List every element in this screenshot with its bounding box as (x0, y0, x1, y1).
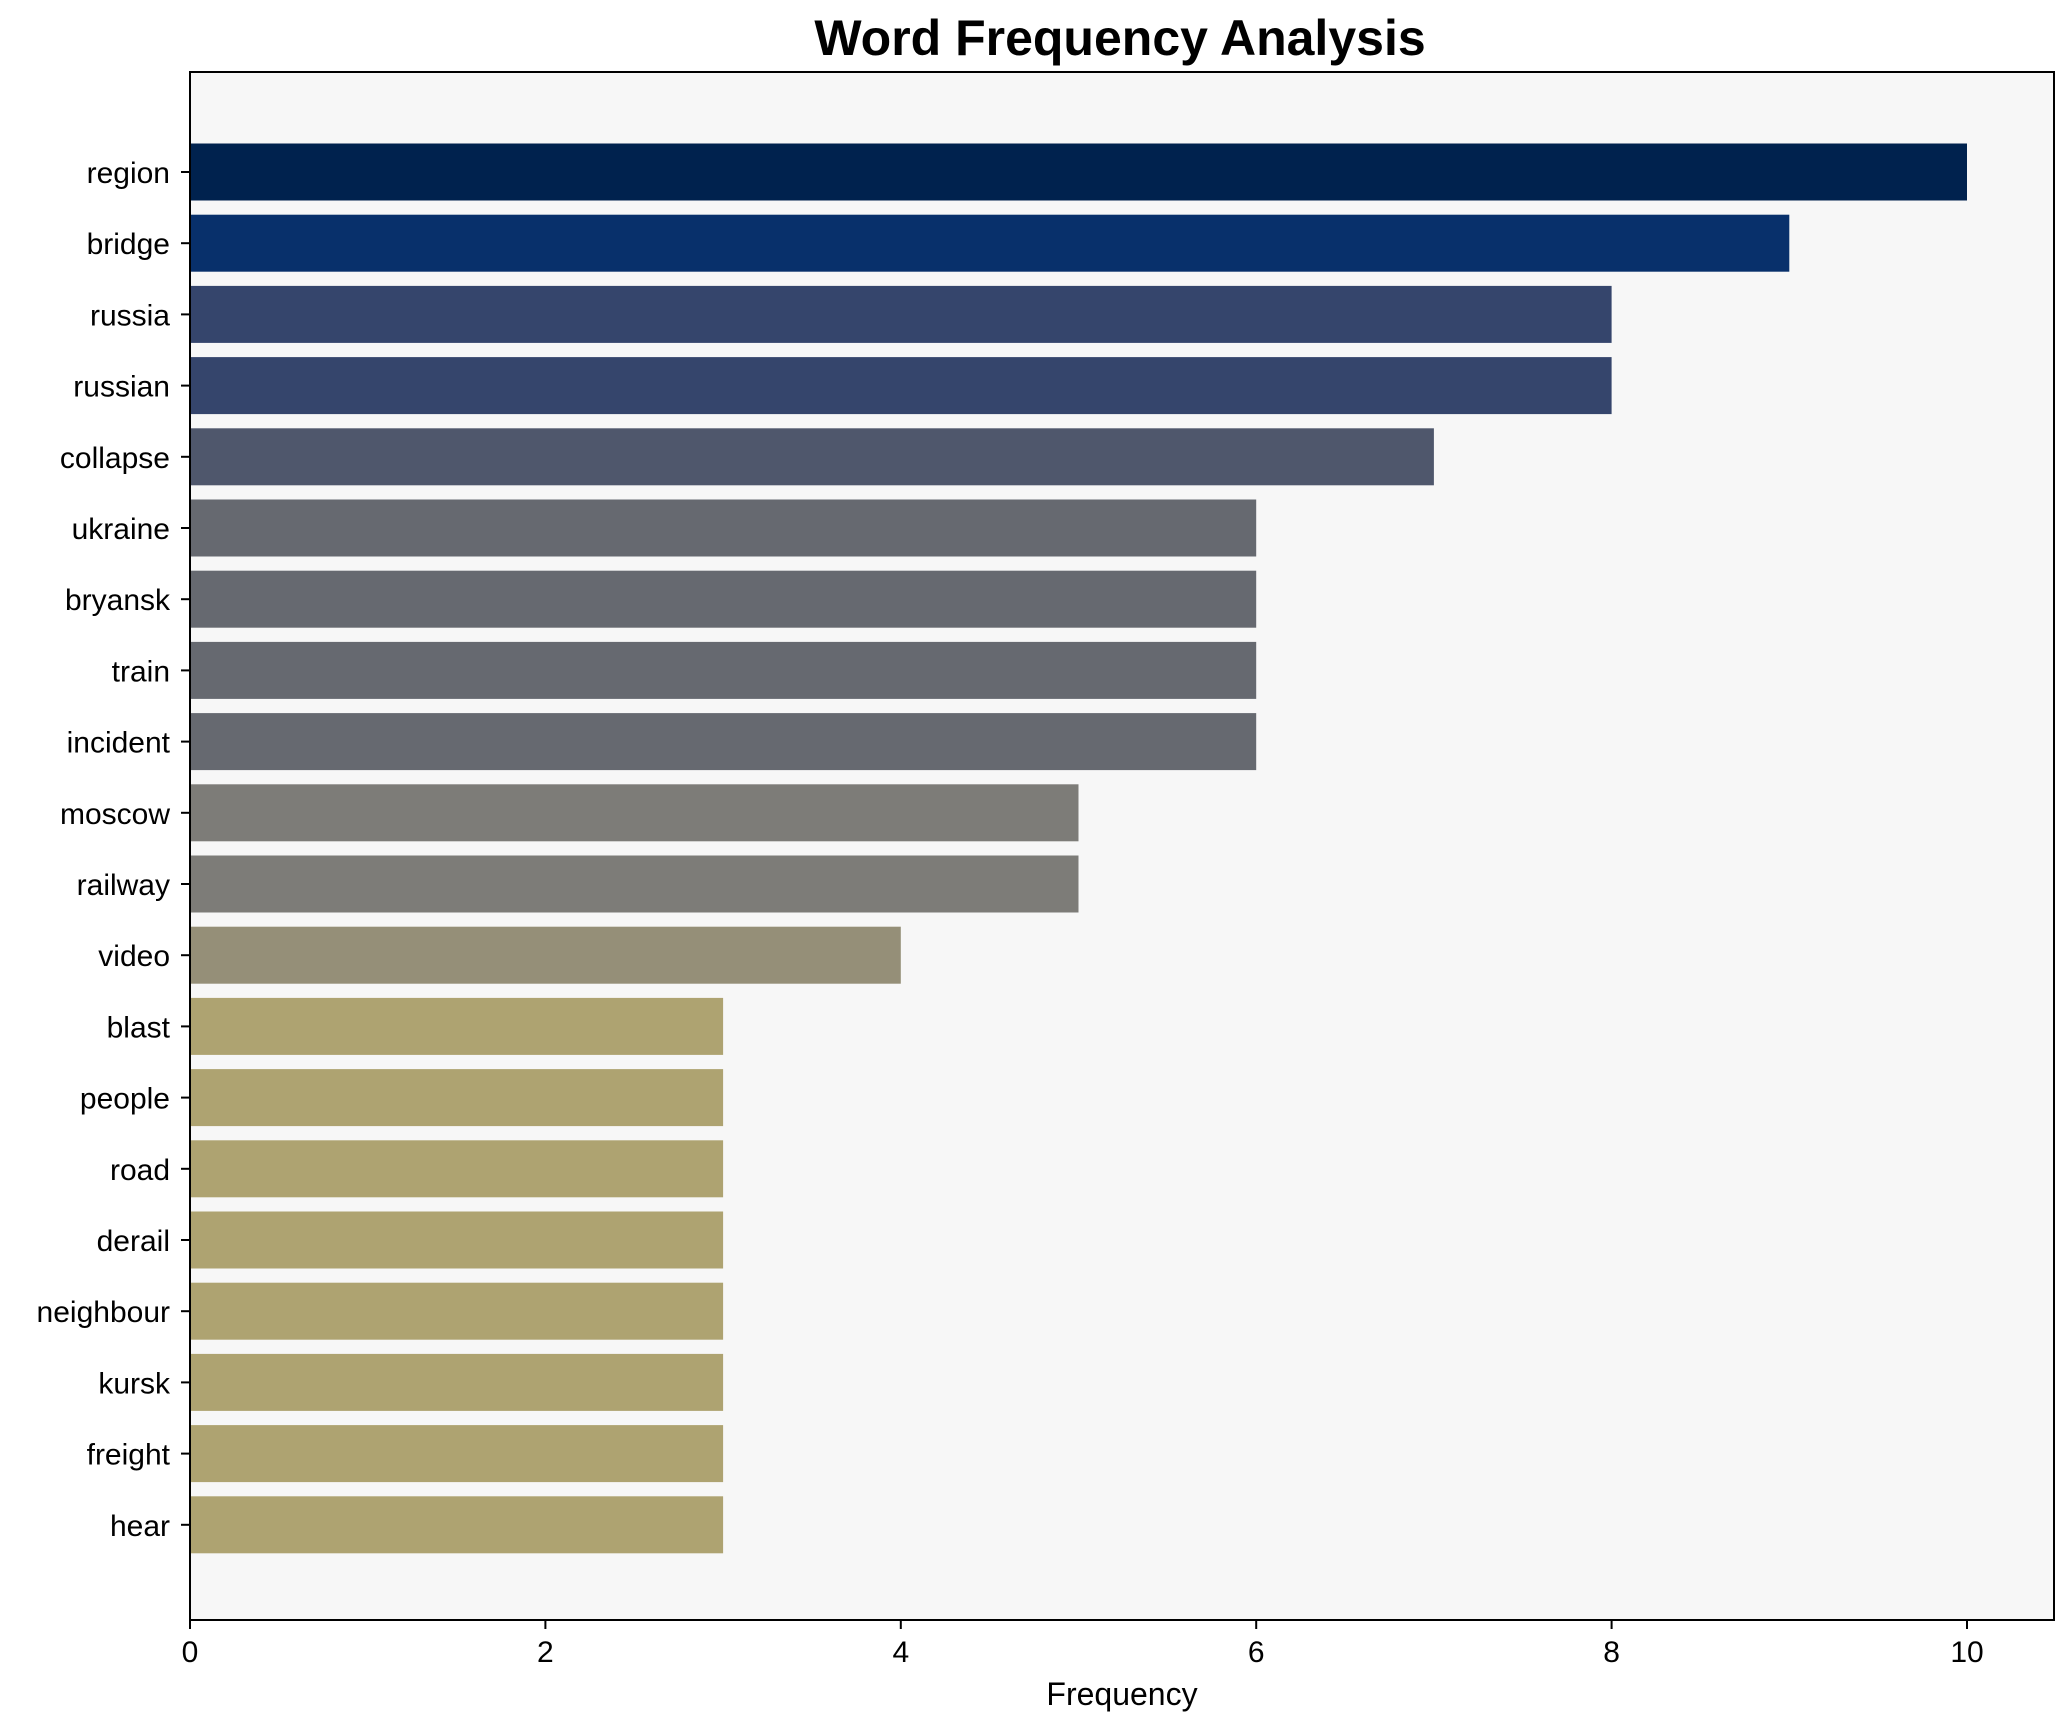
chart-title: Word Frequency Analysis (814, 10, 1425, 66)
bar-video (190, 926, 901, 984)
y-tick-label: kursk (98, 1367, 171, 1400)
bar-neighbour (190, 1282, 724, 1340)
y-tick-label: moscow (60, 798, 170, 831)
bar-kursk (190, 1353, 724, 1411)
bar-incident (190, 713, 1257, 771)
y-tick-label: freight (87, 1439, 171, 1472)
y-tick-label: bridge (87, 228, 170, 261)
bar-collapse (190, 428, 1434, 486)
y-tick-label: neighbour (37, 1296, 170, 1329)
x-axis: 0 2 4 6 8 10 (182, 1620, 1984, 1669)
bar-blast (190, 997, 724, 1055)
x-tick-label: 0 (182, 1636, 199, 1669)
x-tick-label: 8 (1603, 1636, 1620, 1669)
y-tick-label: ukraine (72, 513, 170, 546)
y-tick-label: collapse (60, 442, 170, 475)
x-tick-label: 2 (537, 1636, 554, 1669)
y-tick-label: train (112, 655, 170, 688)
x-tick-label: 4 (892, 1636, 909, 1669)
plot-frame (189, 71, 2055, 1621)
y-tick-label: region (87, 157, 170, 190)
bar-railway (190, 855, 1079, 913)
bar-russian (190, 357, 1612, 415)
bar-people (190, 1069, 724, 1127)
x-axis-label: Frequency (1046, 1676, 1197, 1712)
bars-group (190, 143, 1967, 1554)
bar-freight (190, 1425, 724, 1483)
y-tick-label: derail (97, 1225, 170, 1258)
y-tick-label: road (110, 1154, 170, 1187)
x-tick-label: 10 (1950, 1636, 1983, 1669)
bar-russia (190, 285, 1612, 343)
bar-moscow (190, 784, 1079, 842)
bar-region (190, 143, 1967, 201)
y-tick-label: incident (67, 727, 171, 760)
y-tick-label: russia (90, 299, 170, 332)
bar-train (190, 641, 1257, 699)
bar-road (190, 1140, 724, 1198)
y-tick-label: railway (77, 869, 170, 902)
bar-hear (190, 1496, 724, 1554)
x-tick-label: 6 (1248, 1636, 1265, 1669)
y-tick-label: hear (110, 1510, 170, 1543)
y-tick-label: bryansk (65, 584, 171, 617)
y-tick-label: russian (73, 371, 170, 404)
bar-bridge (190, 214, 1790, 272)
y-tick-label: people (80, 1083, 170, 1116)
bar-ukraine (190, 499, 1257, 557)
y-tick-label: video (98, 940, 170, 973)
bar-bryansk (190, 570, 1257, 628)
bar-derail (190, 1211, 724, 1269)
y-tick-label: blast (107, 1011, 171, 1044)
y-axis: region bridge russia russian collapse ukraine… (37, 157, 190, 1543)
